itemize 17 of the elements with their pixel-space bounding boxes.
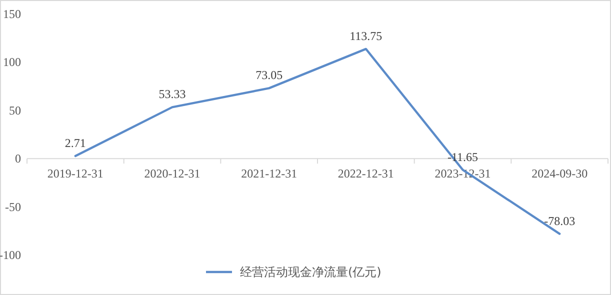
x-tick-label: 2021-12-31	[241, 166, 298, 181]
y-tick-label: 100	[3, 55, 21, 70]
data-label: 113.75	[350, 28, 382, 43]
x-tick-label: 2020-12-31	[144, 166, 200, 181]
y-tick-label: 0	[15, 152, 21, 166]
data-label: 53.33	[158, 87, 186, 102]
x-tick-label: 2019-12-31	[47, 166, 104, 181]
data-label: 2.71	[64, 136, 86, 150]
x-tick-label: 2022-12-31	[338, 166, 394, 181]
legend-label: 经营活动现金净流量(亿元)	[240, 265, 382, 279]
x-tick-label: 2024-09-30	[532, 166, 588, 181]
legend: 经营活动现金净流量(亿元)	[206, 265, 382, 279]
y-tick-label: 150	[3, 7, 21, 21]
data-label: -78.03	[544, 214, 576, 228]
y-tick-label: 50	[9, 103, 21, 118]
data-label: 73.05	[256, 68, 283, 82]
y-tick-label: -50	[5, 200, 21, 214]
